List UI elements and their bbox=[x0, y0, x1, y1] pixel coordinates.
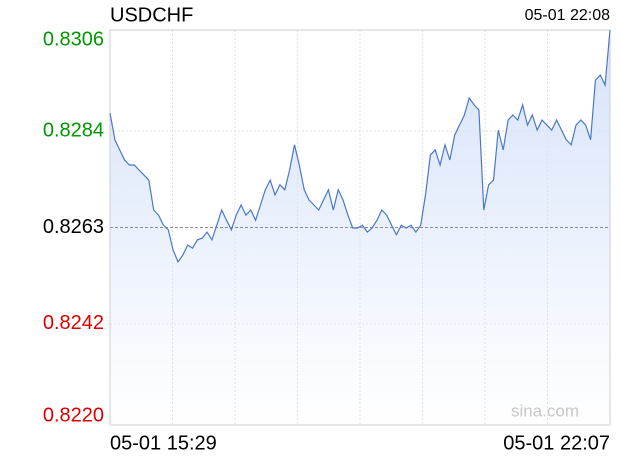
plot-border bbox=[109, 29, 611, 426]
y-tick-label: 0.8284 bbox=[43, 119, 104, 141]
price-line bbox=[109, 29, 611, 264]
timestamp: 05-01 22:08 bbox=[525, 7, 611, 24]
chart-title: USDCHF bbox=[110, 4, 193, 26]
y-tick-label: 0.8242 bbox=[43, 312, 104, 334]
y-tick-label: 0.8220 bbox=[43, 404, 104, 426]
x-tick-label: 05-01 15:29 bbox=[110, 432, 217, 454]
y-tick-label: 0.8263 bbox=[43, 216, 104, 238]
watermark: sina.com bbox=[511, 401, 579, 420]
x-tick-label: 05-01 22:07 bbox=[503, 432, 610, 454]
y-tick-label: 0.8306 bbox=[43, 28, 104, 50]
